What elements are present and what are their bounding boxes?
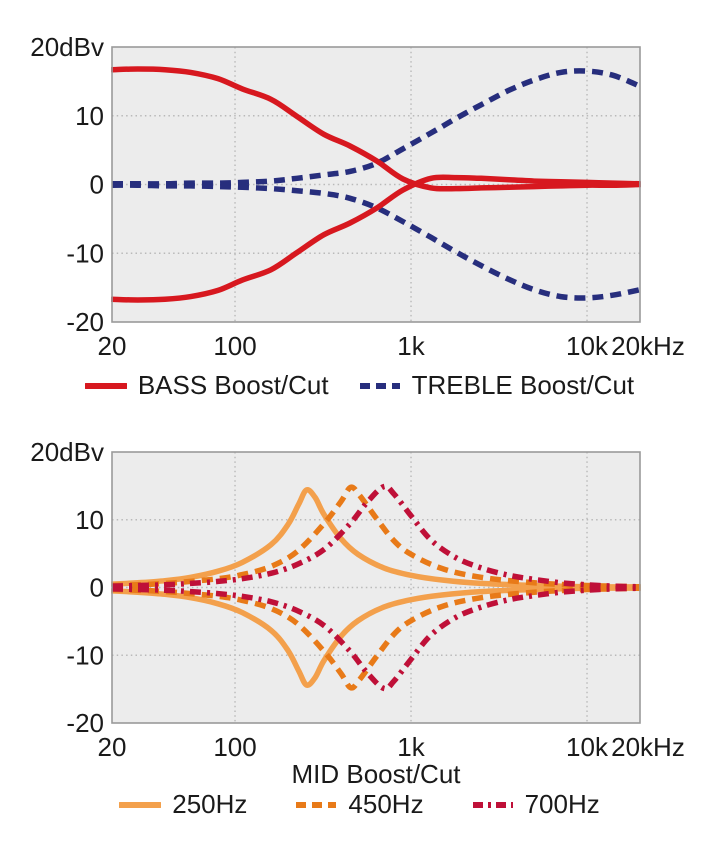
svg-text:10: 10 [75,101,104,131]
svg-text:-20: -20 [66,307,104,337]
svg-text:1k: 1k [397,732,425,762]
treble-line-swatch-icon [359,382,400,389]
svg-text:20: 20 [98,331,127,361]
svg-text:20dBv: 20dBv [30,32,104,62]
legend-item-250hz: 250Hz [119,789,247,820]
mid-chart-x-axis-title: MID Boost/Cut [291,759,461,789]
legend-label-450hz: 450Hz [348,789,424,819]
svg-text:100: 100 [213,331,256,361]
legend-item-bass: BASS Boost/Cut [84,370,329,401]
250hz-line-swatch-icon [119,801,162,808]
bass-treble-legend: BASS Boost/Cut TREBLE Boost/Cut [0,370,719,401]
svg-text:-10: -10 [66,238,104,268]
svg-text:-10: -10 [66,640,104,670]
legend-item-450hz: 450Hz [295,789,424,820]
legend-item-treble: TREBLE Boost/Cut [359,370,635,401]
svg-text:20dBv: 20dBv [30,437,104,467]
svg-text:20kHz: 20kHz [611,331,685,361]
700hz-line-swatch-icon [472,801,513,808]
legend-label-250hz: 250Hz [172,789,248,819]
legend-label-treble: TREBLE Boost/Cut [411,370,635,400]
bass-line-swatch-icon [84,382,127,389]
mid-legend: 250Hz 450Hz 700Hz [0,789,719,820]
legend-label-700hz: 700Hz [524,789,600,819]
svg-text:20kHz: 20kHz [611,732,685,762]
svg-text:100: 100 [213,732,256,762]
svg-text:20: 20 [98,732,127,762]
450hz-line-swatch-icon [296,801,337,808]
svg-text:10k: 10k [566,732,609,762]
svg-text:10: 10 [75,505,104,535]
svg-text:-20: -20 [66,708,104,738]
svg-text:0: 0 [90,170,104,200]
svg-text:1k: 1k [397,331,425,361]
svg-text:0: 0 [90,573,104,603]
svg-text:10k: 10k [566,331,609,361]
legend-label-bass: BASS Boost/Cut [137,370,329,400]
legend-item-700hz: 700Hz [472,789,600,820]
